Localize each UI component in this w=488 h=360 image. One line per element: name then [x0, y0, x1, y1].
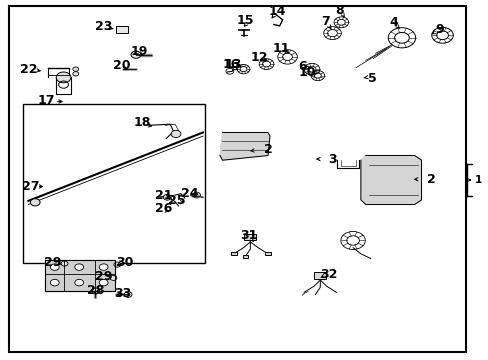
Text: 26: 26	[155, 202, 172, 215]
Text: 10: 10	[298, 66, 315, 78]
Circle shape	[75, 264, 83, 270]
Text: 18: 18	[133, 116, 150, 129]
Text: 6: 6	[297, 60, 306, 73]
Text: 22: 22	[20, 63, 37, 76]
Circle shape	[131, 51, 141, 58]
Text: 9: 9	[435, 23, 444, 36]
Text: 25: 25	[168, 194, 185, 207]
Text: 15: 15	[236, 14, 254, 27]
Circle shape	[163, 194, 171, 200]
Circle shape	[73, 67, 79, 71]
Circle shape	[171, 130, 181, 138]
Text: 28: 28	[86, 284, 104, 297]
Circle shape	[30, 199, 40, 206]
Text: 19: 19	[130, 45, 148, 58]
Text: 1: 1	[474, 175, 481, 185]
Circle shape	[110, 275, 117, 280]
Circle shape	[99, 279, 108, 286]
Text: 7: 7	[320, 15, 329, 28]
Text: 13: 13	[224, 58, 242, 71]
Text: 2: 2	[426, 173, 435, 186]
Circle shape	[124, 292, 132, 297]
Polygon shape	[220, 132, 269, 160]
Polygon shape	[360, 156, 421, 204]
Text: 24: 24	[181, 187, 198, 200]
Circle shape	[73, 72, 79, 76]
Text: 27: 27	[21, 180, 39, 193]
Text: 4: 4	[388, 16, 397, 29]
Text: 16: 16	[222, 58, 239, 71]
Text: 23: 23	[95, 21, 112, 33]
Polygon shape	[45, 260, 115, 291]
Circle shape	[192, 192, 200, 198]
Circle shape	[50, 279, 59, 286]
Text: 5: 5	[367, 72, 376, 85]
Bar	[242, 255, 248, 258]
Circle shape	[91, 288, 99, 294]
Circle shape	[50, 264, 59, 270]
Text: 17: 17	[38, 94, 55, 107]
Circle shape	[114, 262, 121, 267]
Text: 11: 11	[272, 42, 289, 55]
Text: 14: 14	[268, 5, 286, 18]
Text: 8: 8	[335, 4, 344, 17]
Text: 21: 21	[155, 189, 172, 202]
Bar	[264, 252, 270, 256]
Bar	[230, 252, 236, 256]
Circle shape	[99, 264, 108, 270]
Text: 29: 29	[95, 270, 112, 283]
Bar	[314, 272, 326, 279]
Bar	[23, 104, 205, 263]
Text: 3: 3	[327, 153, 336, 166]
Circle shape	[56, 72, 71, 83]
Text: 33: 33	[114, 287, 132, 300]
Text: 2: 2	[263, 143, 272, 156]
Text: 12: 12	[250, 51, 267, 64]
Text: 32: 32	[319, 268, 337, 281]
Circle shape	[75, 279, 83, 286]
Text: 20: 20	[112, 59, 130, 72]
Circle shape	[61, 261, 68, 266]
Text: 29: 29	[44, 256, 61, 269]
Text: 30: 30	[116, 256, 133, 269]
Bar	[116, 26, 128, 33]
Text: 31: 31	[239, 229, 257, 242]
Bar	[244, 234, 256, 240]
